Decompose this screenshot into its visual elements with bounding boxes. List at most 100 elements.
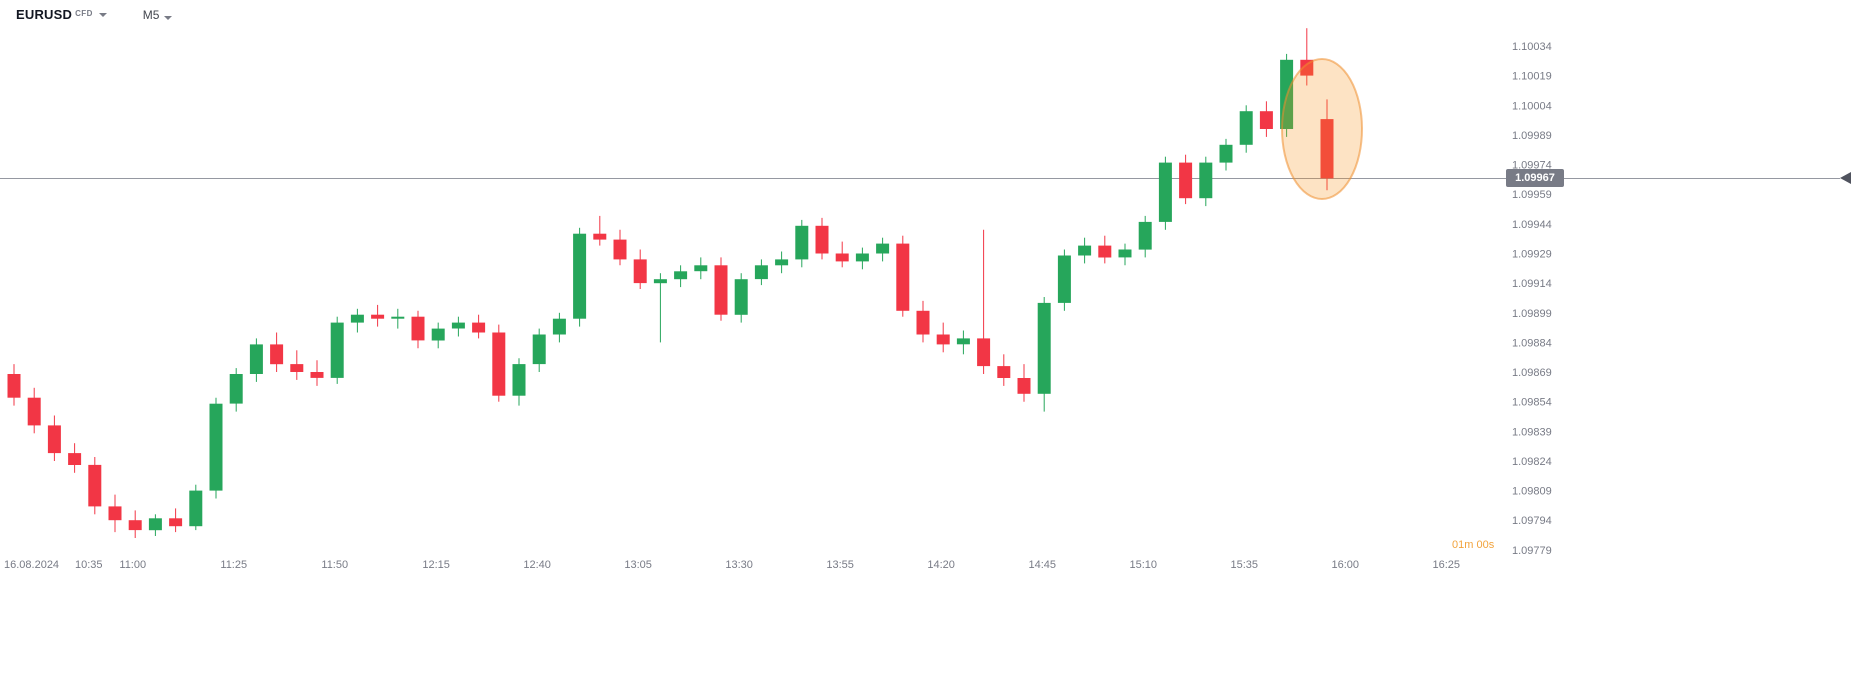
time-axis-label: 13:55: [826, 559, 854, 571]
price-axis-label: 1.10019: [1512, 71, 1552, 83]
candle-body: [754, 265, 768, 280]
price-axis-label: 1.09929: [1512, 249, 1552, 261]
price-axis-label: 1.09899: [1512, 308, 1552, 320]
candle-body: [613, 239, 627, 260]
candle-body: [1037, 302, 1051, 394]
chart-header: EURUSD CFD M5: [16, 8, 173, 22]
price-axis-label: 1.09989: [1512, 130, 1552, 142]
candle-body: [1118, 249, 1132, 258]
candle-body: [7, 374, 21, 398]
time-axis-label: 11:25: [220, 559, 247, 571]
price-axis-label: 1.09869: [1512, 367, 1552, 379]
current-price-line: [0, 178, 1840, 179]
price-axis-label: 1.09884: [1512, 337, 1552, 349]
candle-body: [431, 328, 445, 341]
candle-body: [674, 271, 688, 280]
candle-body: [714, 265, 728, 315]
candle-body: [391, 316, 405, 319]
candle-body: [633, 259, 647, 284]
candle-body: [411, 316, 425, 341]
time-axis-label: 15:35: [1231, 559, 1259, 571]
candle-body: [47, 425, 61, 454]
market-type-badge: CFD: [75, 9, 93, 18]
candle-body: [956, 338, 970, 345]
time-axis-label: 16.08.2024: [4, 559, 59, 571]
candle-body: [532, 334, 546, 365]
candle-body: [492, 332, 506, 396]
candle-body: [1138, 221, 1152, 250]
jump-to-realtime-icon[interactable]: [1840, 172, 1851, 184]
time-axis-label: 16:00: [1332, 559, 1360, 571]
price-axis-label: 1.09854: [1512, 397, 1552, 409]
candle-body: [512, 364, 526, 396]
time-axis-label: 14:45: [1029, 559, 1057, 571]
candle-body: [27, 397, 41, 426]
time-axis-label: 11:00: [119, 559, 146, 571]
candle-body: [1179, 162, 1193, 199]
price-axis-label: 1.09809: [1512, 486, 1552, 498]
candle-body: [815, 225, 829, 254]
candle-body: [916, 310, 930, 335]
price-axis-label: 1.09839: [1512, 426, 1552, 438]
candle-body: [1259, 111, 1273, 129]
candle-body: [552, 318, 566, 335]
candle-body: [855, 253, 869, 262]
candle-body: [775, 259, 789, 266]
time-axis-label: 16:25: [1433, 559, 1461, 571]
candle-body: [1158, 162, 1172, 222]
candle-body: [1057, 255, 1071, 303]
candle-body: [128, 520, 142, 531]
candle-body: [310, 372, 324, 378]
price-axis-label: 1.09779: [1512, 545, 1552, 557]
candle-body: [653, 279, 667, 284]
symbol-name: EURUSD: [16, 7, 73, 22]
candle-body: [148, 518, 162, 531]
candle-body: [835, 253, 849, 262]
candle-body: [209, 403, 223, 491]
candle-body: [108, 506, 122, 521]
candle-body: [1219, 144, 1233, 163]
candle-body: [270, 344, 284, 365]
candle-body: [249, 344, 263, 374]
time-axis-label: 14:20: [927, 559, 955, 571]
candle-body: [593, 233, 607, 240]
price-axis-label: 1.10034: [1512, 41, 1552, 53]
price-axis-label: 1.10004: [1512, 100, 1552, 112]
candle-body: [936, 334, 950, 345]
candle-body: [169, 518, 183, 527]
current-price-badge: 1.09967: [1506, 169, 1564, 187]
candle-body: [795, 225, 809, 260]
chevron-down-icon: [164, 16, 173, 20]
time-axis-label: 11:50: [321, 559, 348, 571]
symbol-selector[interactable]: EURUSD CFD: [16, 8, 107, 22]
price-axis-label: 1.09824: [1512, 456, 1552, 468]
price-axis-label: 1.09914: [1512, 278, 1552, 290]
time-axis-label: 13:05: [624, 559, 652, 571]
time-axis-label: 13:30: [725, 559, 753, 571]
candle-body: [1199, 162, 1213, 199]
candle-body: [997, 366, 1011, 378]
candle-body: [1239, 111, 1253, 145]
candle-body: [290, 364, 304, 372]
candle-body: [1300, 59, 1314, 76]
time-axis-label: 10:35: [75, 559, 103, 571]
time-axis-label: 12:40: [523, 559, 551, 571]
candle-body: [1098, 245, 1112, 258]
candle-body: [573, 233, 587, 319]
price-axis-label: 1.09794: [1512, 515, 1552, 527]
candle-body: [1078, 245, 1092, 256]
price-axis-label: 1.09959: [1512, 189, 1552, 201]
candle-body: [734, 279, 748, 315]
candle-body: [451, 322, 465, 329]
candle-body: [350, 314, 364, 323]
price-axis-label: 1.09974: [1512, 160, 1552, 172]
candle-body: [977, 338, 991, 367]
candle-body: [189, 490, 203, 527]
timeframe-selector[interactable]: M5: [143, 8, 173, 22]
candle-body: [876, 243, 890, 254]
candle-body: [472, 322, 486, 333]
timeframe-label: M5: [142, 8, 160, 22]
time-axis-label: 12:15: [422, 559, 450, 571]
